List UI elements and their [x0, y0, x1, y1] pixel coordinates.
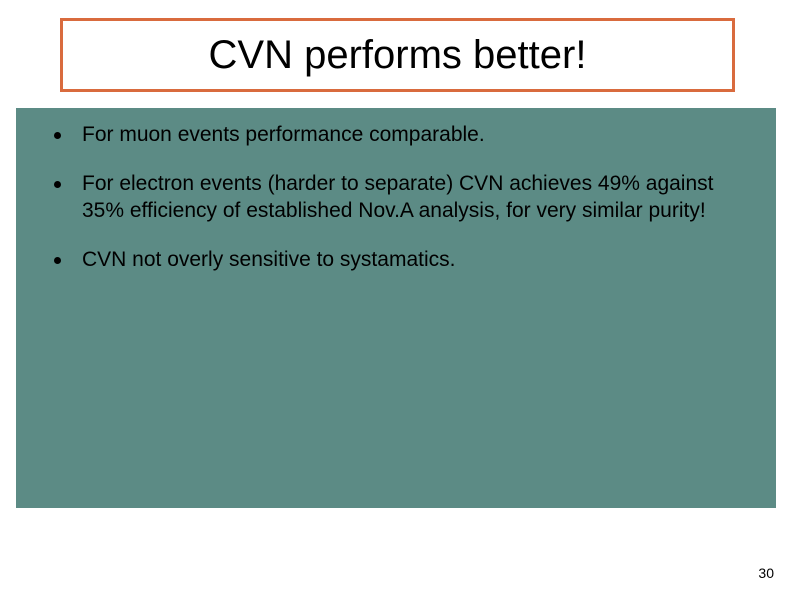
page-title: CVN performs better!: [209, 33, 587, 78]
page-number: 30: [758, 565, 774, 581]
list-item: For muon events performance comparable.: [46, 122, 746, 149]
bullet-list: For muon events performance comparable. …: [46, 122, 746, 274]
list-item: CVN not overly sensitive to systamatics.: [46, 247, 746, 274]
slide: CVN performs better! For muon events per…: [0, 0, 794, 595]
title-box: CVN performs better!: [60, 18, 735, 92]
list-item: For electron events (harder to separate)…: [46, 171, 746, 225]
content-box: For muon events performance comparable. …: [16, 108, 776, 508]
